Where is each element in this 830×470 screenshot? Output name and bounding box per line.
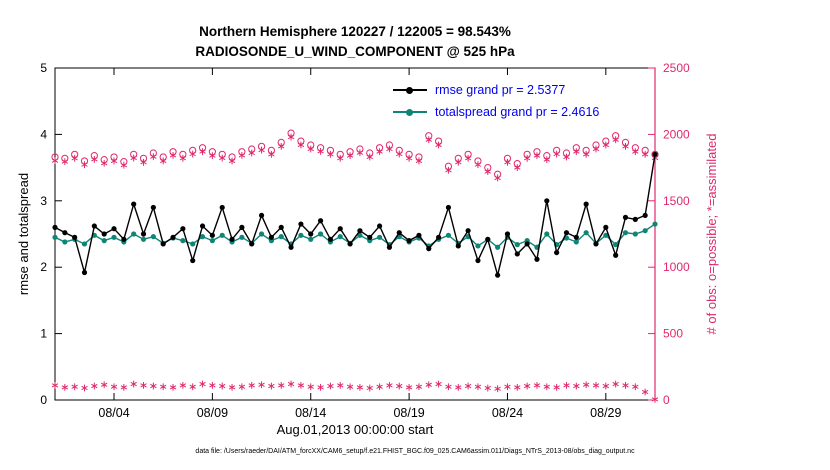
right-tick-label: 1000 [663, 260, 690, 274]
title-line2: RADIOSONDE_U_WIND_COMPONENT @ 525 hPa [195, 44, 515, 59]
y-axis-label-right: # of obs: o=possible; *=assimilated [704, 133, 719, 335]
left-tick-label: 2 [40, 260, 47, 274]
legend-line-totalspread-icon [393, 108, 427, 116]
obs-lower-band-series [51, 380, 659, 403]
left-tick-label: 0 [40, 393, 47, 407]
x-tick-label: 08/29 [590, 406, 621, 420]
x-tick-label: 08/19 [393, 406, 424, 420]
x-tick-label: 08/04 [98, 406, 129, 420]
x-tick-label: 08/24 [492, 406, 523, 420]
legend-label-totalspread: totalspread grand pr = 2.4616 [435, 105, 600, 119]
left-tick-label: 1 [40, 327, 47, 341]
x-tick-label: 08/09 [197, 406, 228, 420]
legend-line-rmse-icon [393, 86, 427, 94]
right-tick-label: 2500 [663, 61, 690, 75]
left-tick-label: 4 [40, 127, 47, 141]
left-tick-label: 5 [40, 61, 47, 75]
obs-possible-series [51, 129, 659, 178]
right-tick-label: 0 [663, 393, 670, 407]
data-file-caption: data file: /Users/raeder/DAI/ATM_forcXX/… [195, 448, 635, 455]
right-tick-label: 1500 [663, 194, 690, 208]
legend-item-rmse: rmse grand pr = 2.5377 [393, 83, 565, 97]
legend-item-totalspread: totalspread grand pr = 2.4616 [393, 105, 599, 119]
rmse-series [52, 151, 658, 278]
title-line1: Northern Hemisphere 120227 / 122005 = 98… [199, 24, 511, 39]
obs-assimilated-series [51, 133, 659, 182]
left-tick-label: 3 [40, 194, 47, 208]
x-axis-label: Aug.01,2013 00:00:00 start [276, 422, 434, 437]
right-tick-label: 500 [663, 327, 683, 341]
y-axis-label-left: rmse and totalspread [16, 172, 31, 296]
legend-label-rmse: rmse grand pr = 2.5377 [435, 83, 566, 97]
axes: 0 1 2 3 4 5 0 500 1000 1500 2000 2500 08/04 08/09 08/1… [40, 61, 690, 420]
x-tick-label: 08/14 [295, 406, 326, 420]
right-tick-label: 2000 [663, 127, 690, 141]
